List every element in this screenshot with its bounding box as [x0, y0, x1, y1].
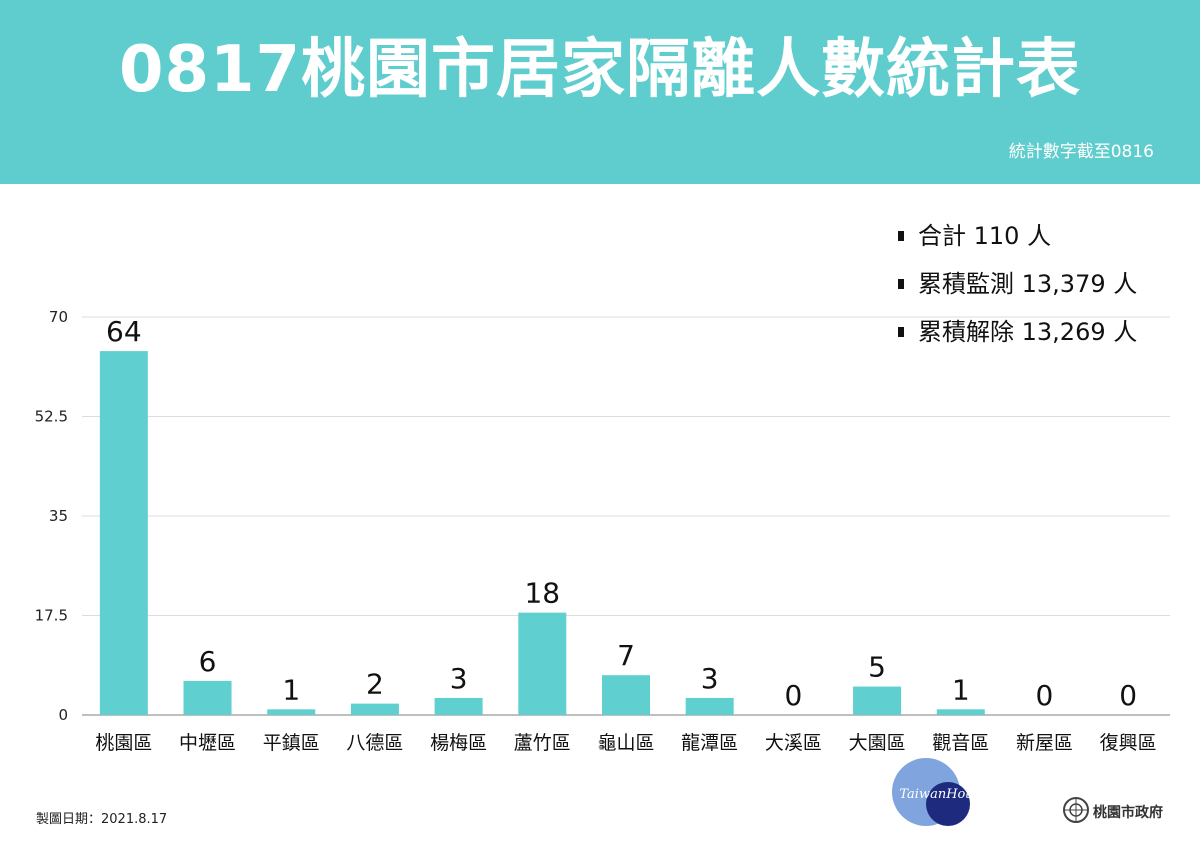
x-tick-label: 蘆竹區 [514, 732, 571, 754]
summary-released-label: 累積解除 13,269 人 [918, 318, 1138, 346]
y-tick-label: 17.5 [35, 607, 68, 625]
data-label: 7 [617, 639, 635, 672]
x-tick-label: 新屋區 [1016, 732, 1073, 754]
bar [434, 697, 483, 715]
bullet-icon [898, 231, 904, 241]
data-label: 3 [701, 662, 719, 695]
x-tick-label: 桃園區 [95, 732, 152, 754]
x-tick-label: 楊梅區 [430, 732, 487, 754]
bullet-icon [898, 327, 904, 337]
government-seal-icon [1063, 797, 1089, 823]
bar [183, 680, 232, 715]
taiwanhot-watermark-logo: TaiwanHot [892, 758, 971, 826]
data-label: 0 [1119, 679, 1137, 712]
y-tick-label: 70 [49, 308, 68, 326]
summary-item-total: 合計 110 人 [898, 212, 1137, 260]
x-tick-label: 中壢區 [179, 732, 236, 754]
summary-monitored-label: 累積監測 13,379 人 [918, 270, 1138, 298]
data-label: 64 [106, 315, 142, 348]
data-label: 1 [282, 673, 300, 706]
data-label: 6 [199, 645, 217, 678]
data-label: 0 [784, 679, 802, 712]
header-banner: 0817桃園市居家隔離人數統計表 統計數字截至0816 [0, 0, 1200, 184]
bars [99, 351, 985, 715]
x-tick-label: 龍潭區 [681, 732, 738, 754]
y-axis-ticks: 0 17.5 35 52.5 70 [35, 308, 68, 724]
x-axis-ticks: 桃園區 中壢區 平鎮區 八德區 楊梅區 蘆竹區 龜山區 龍潭區 大溪區 大園區 觀音區 新屋區 復興區 [95, 732, 1156, 754]
x-tick-label: 大溪區 [765, 732, 822, 754]
y-tick-label: 52.5 [35, 408, 68, 426]
page-title: 0817桃園市居家隔離人數統計表 [118, 33, 1082, 107]
watermark-text: TaiwanHot [899, 787, 971, 802]
bar-chart: 017.53552.570 6461 2 31873051 0 0 桃園區 中壢區 平鎮區八… [35, 308, 1170, 754]
x-tick-label: 平鎮區 [263, 732, 320, 754]
bar [853, 686, 902, 715]
bar [602, 675, 650, 715]
bar [350, 703, 399, 715]
data-label: 0 [1036, 679, 1054, 712]
page-subtitle: 統計數字截至0816 [1008, 142, 1154, 162]
bar [518, 612, 567, 715]
bar [99, 351, 148, 715]
data-label: 1 [952, 673, 970, 706]
x-tick-label: 八德區 [346, 732, 403, 754]
summary-list: 合計 110 人 累積監測 13,379 人 累積解除 13,269 人 [898, 212, 1137, 356]
grid-lines [82, 316, 1170, 716]
bullet-icon [898, 279, 904, 289]
data-label: 3 [450, 662, 468, 695]
footer-org-name: 桃園市政府 [1093, 805, 1163, 821]
summary-item-monitored: 累積監測 13,379 人 [898, 260, 1137, 308]
footer-date: 製圖日期：2021.8.17 [36, 812, 168, 827]
x-tick-label: 觀音區 [932, 732, 989, 754]
summary-total-label: 合計 110 人 [918, 222, 1052, 250]
y-tick-label: 0 [58, 706, 68, 724]
data-label: 5 [868, 651, 886, 684]
data-label: 18 [524, 577, 560, 610]
x-tick-label: 復興區 [1100, 732, 1157, 754]
summary-item-released: 累積解除 13,269 人 [898, 308, 1137, 356]
y-tick-label: 35 [49, 507, 68, 525]
data-label: 2 [366, 668, 384, 701]
x-tick-label: 大園區 [849, 732, 906, 754]
bar [267, 709, 316, 715]
x-tick-label: 龜山區 [597, 732, 654, 754]
bar [936, 709, 985, 715]
bar [685, 697, 734, 715]
